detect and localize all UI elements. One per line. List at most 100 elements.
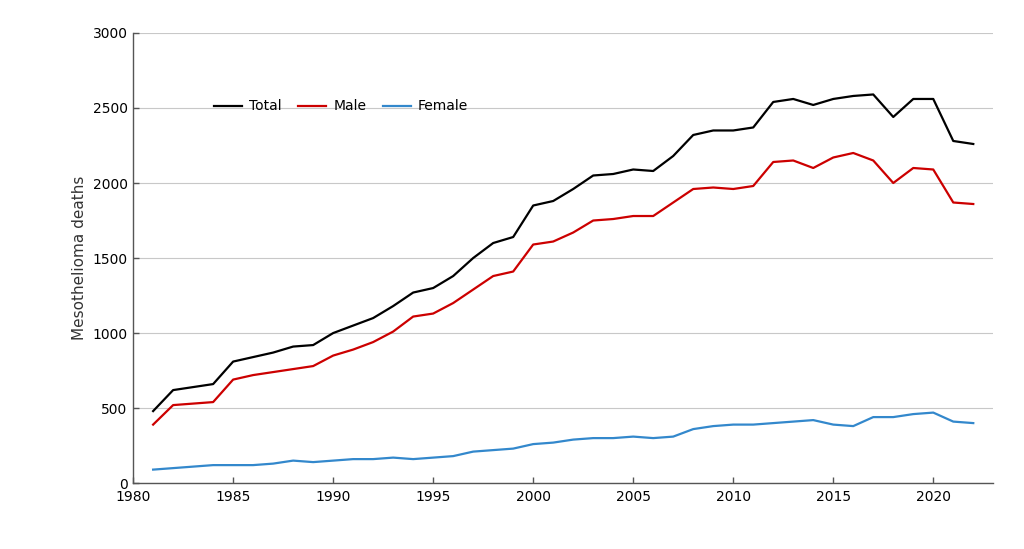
Total: [407, 289, 419, 296]
Male: [387, 328, 399, 335]
Female: [667, 433, 679, 440]
Y-axis label: Mesothelioma deaths: Mesothelioma deaths: [72, 176, 87, 340]
Total: [147, 408, 160, 414]
Total: [367, 315, 379, 321]
Male: [847, 150, 859, 156]
Female: [327, 457, 339, 464]
Male: [667, 199, 679, 206]
Total: [567, 186, 580, 192]
Male: [827, 154, 840, 161]
Line: Female: Female: [154, 413, 973, 469]
Male: [787, 157, 800, 164]
Female: [827, 421, 840, 428]
Male: [587, 217, 599, 224]
Female: [147, 466, 160, 473]
Male: [647, 212, 659, 219]
Total: [427, 285, 439, 292]
Total: [387, 302, 399, 309]
Total: [727, 127, 739, 134]
Male: [147, 421, 160, 428]
Female: [887, 414, 899, 421]
Male: [327, 352, 339, 359]
Male: [247, 372, 259, 378]
Female: [347, 456, 359, 462]
Female: [407, 456, 419, 462]
Male: [527, 241, 540, 248]
Legend: Total, Male, Female: Total, Male, Female: [209, 94, 473, 119]
Female: [427, 455, 439, 461]
Total: [247, 354, 259, 360]
Male: [287, 366, 299, 372]
Male: [887, 180, 899, 186]
Total: [907, 96, 920, 102]
Male: [687, 186, 699, 192]
Total: [167, 387, 179, 394]
Female: [907, 411, 920, 417]
Total: [887, 114, 899, 120]
Male: [708, 184, 720, 191]
Female: [727, 421, 739, 428]
Total: [767, 99, 779, 105]
Male: [607, 216, 620, 222]
Total: [627, 166, 639, 173]
Female: [367, 456, 379, 462]
Male: [947, 199, 959, 206]
Male: [748, 183, 760, 189]
Female: [567, 436, 580, 443]
Male: [547, 238, 559, 245]
Total: [327, 330, 339, 337]
Male: [507, 268, 519, 275]
Male: [567, 229, 580, 236]
Female: [507, 445, 519, 452]
Total: [187, 384, 200, 390]
Female: [167, 465, 179, 472]
Female: [627, 433, 639, 440]
Male: [627, 212, 639, 219]
Total: [307, 342, 319, 349]
Male: [467, 286, 479, 293]
Total: [927, 96, 939, 102]
Female: [708, 423, 720, 429]
Female: [227, 462, 240, 468]
Male: [487, 273, 500, 279]
Female: [267, 460, 280, 467]
Male: [227, 376, 240, 383]
Total: [547, 198, 559, 204]
Total: [827, 96, 840, 102]
Female: [607, 435, 620, 441]
Male: [427, 310, 439, 317]
Total: [507, 234, 519, 240]
Female: [947, 418, 959, 425]
Female: [487, 447, 500, 453]
Female: [787, 418, 800, 425]
Female: [287, 457, 299, 464]
Total: [967, 141, 979, 147]
Male: [307, 363, 319, 369]
Total: [527, 202, 540, 209]
Female: [527, 441, 540, 447]
Total: [687, 132, 699, 138]
Total: [347, 322, 359, 329]
Total: [647, 167, 659, 174]
Female: [207, 462, 219, 468]
Total: [847, 93, 859, 99]
Female: [687, 426, 699, 433]
Male: [927, 166, 939, 173]
Total: [748, 124, 760, 131]
Female: [807, 417, 819, 423]
Total: [667, 153, 679, 159]
Female: [247, 462, 259, 468]
Total: [467, 255, 479, 261]
Female: [187, 463, 200, 470]
Male: [967, 201, 979, 208]
Total: [867, 91, 880, 98]
Female: [867, 414, 880, 421]
Line: Total: Total: [154, 94, 973, 411]
Female: [967, 420, 979, 427]
Female: [307, 459, 319, 466]
Line: Male: Male: [154, 153, 973, 424]
Female: [467, 449, 479, 455]
Female: [587, 435, 599, 441]
Female: [767, 420, 779, 427]
Male: [447, 300, 460, 306]
